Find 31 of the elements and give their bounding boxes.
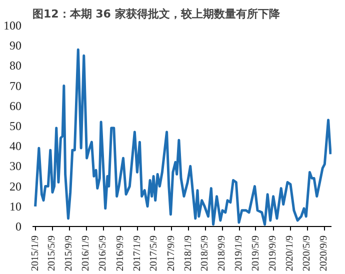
y-tick-label: 10 — [10, 199, 22, 214]
y-tick-label: 70 — [10, 78, 22, 93]
x-tick-label: 2016/9/9 — [114, 235, 126, 272]
y-tick-label: 100 — [4, 18, 22, 32]
line-series — [34, 48, 332, 226]
x-tick-label: 2019/1/9 — [234, 235, 245, 272]
x-tick-label: 2015/9/9 — [64, 235, 75, 272]
y-tick-label: 40 — [10, 139, 22, 154]
x-tick-label: 2018/1/9 — [182, 235, 194, 272]
x-tick-label: 2017/5/9 — [148, 235, 160, 272]
y-tick-label: 30 — [10, 159, 22, 174]
x-tick-label: 2019/5/9 — [250, 235, 262, 272]
x-tick-label: 2018/9/9 — [216, 235, 228, 272]
x-tick-label: 2017/1/9 — [132, 235, 143, 272]
y-tick-label: 50 — [10, 119, 22, 133]
x-tick-label: 2020/9/9 — [318, 235, 330, 272]
x-tick-label: 2015/5/9 — [46, 235, 58, 272]
x-tick-label: 2017/9/9 — [166, 235, 177, 272]
chart-title: 图12：本期 36 家获得批文，较上期数量有所下降 — [32, 8, 281, 20]
x-tick-label: 2020/1/9 — [284, 235, 296, 272]
y-tick-label: 60 — [10, 98, 22, 113]
x-tick-label: 2020/5/9 — [302, 235, 313, 272]
x-tick-label: 2016/1/9 — [80, 235, 92, 272]
y-tick-label: 0 — [16, 220, 22, 234]
y-tick-label: 80 — [10, 58, 22, 73]
x-tick-label: 2015/1/9 — [30, 235, 41, 272]
x-tick-label: 2016/5/9 — [98, 235, 109, 272]
y-tick-label: 20 — [10, 179, 22, 194]
x-tick-label: 2018/5/9 — [200, 235, 211, 272]
x-tick-label: 2019/9/9 — [268, 235, 279, 272]
y-tick-label: 90 — [10, 38, 22, 53]
